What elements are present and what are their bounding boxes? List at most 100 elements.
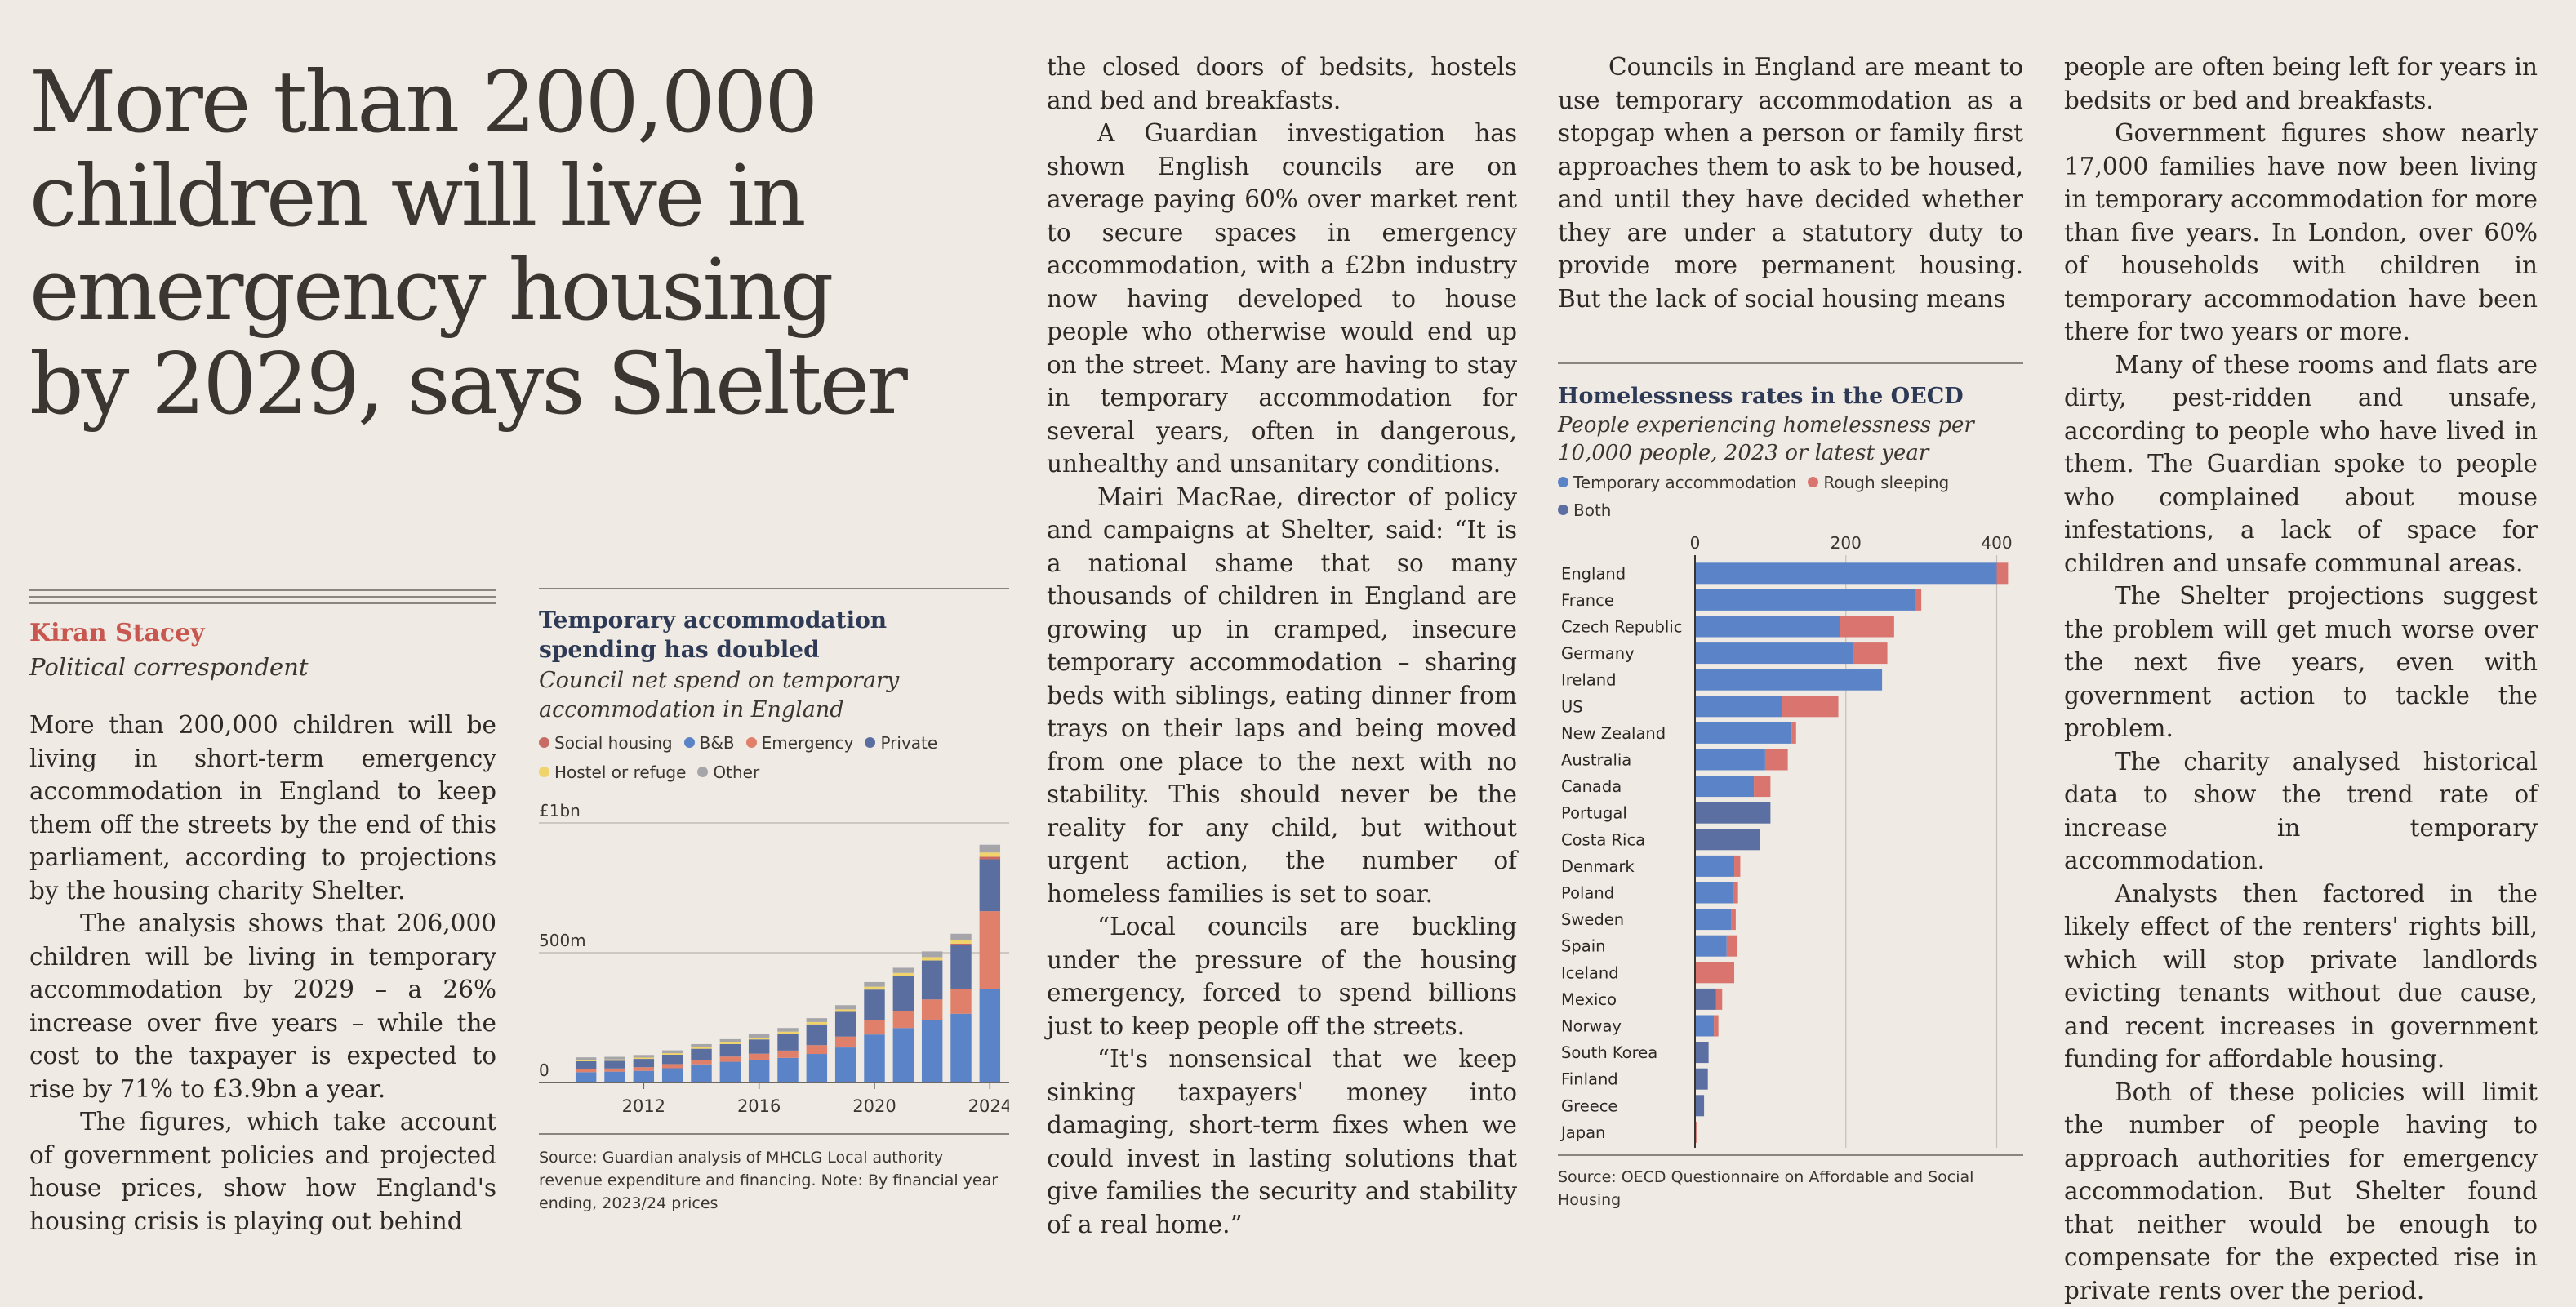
chart-subtitle: People experiencing homelessness per 10,… [1558,411,2023,467]
bar-segment [1695,802,1770,824]
chart-rule [539,1133,1009,1135]
bar-segment [864,1034,884,1082]
category-label: Greece [1561,1096,1617,1115]
bar-segment [576,1069,596,1072]
chart-rule [1558,1154,2023,1156]
legend-item: Emergency [746,733,854,753]
category-label: Germany [1561,644,1635,663]
bar-segment [604,1060,625,1069]
bar-segment [777,1032,798,1034]
legend-swatch [697,767,708,777]
bar-segment [1695,1016,1714,1037]
bar-segment [950,989,971,1014]
headline-line: children will live in [29,149,993,243]
chart-rule [539,588,1009,589]
bar-segment [1997,562,2009,584]
article-column-1: More than 200,000 children will be livin… [29,709,496,1238]
bar-segment [691,1065,711,1082]
bar-segment [691,1047,711,1049]
category-label: Finland [1561,1070,1618,1089]
legend-label: Social housing [554,733,673,753]
x-tick-label: 400 [1981,533,2012,553]
byline-rule [29,602,496,604]
bar-segment [604,1060,625,1061]
bar-segment [1727,936,1737,957]
bar-segment [980,852,1000,856]
bar-segment [1695,589,1915,611]
bar-segment [835,1012,856,1037]
bar-segment [950,1014,971,1082]
category-label: Canada [1561,777,1622,796]
chart-source: Source: OECD Questionnaire on Affordable… [1558,1166,2023,1211]
bar-segment [950,934,971,940]
bar-segment [662,1055,683,1064]
bar-segment [777,1051,798,1058]
bar-segment [749,1054,769,1060]
bar-segment [950,944,971,945]
chart-subtitle: Council net spend on temporary accommoda… [539,666,1009,725]
bar-segment [1695,962,1734,983]
legend-label: Other [713,762,759,782]
oecd-chart: Homelessness rates in the OECD People ex… [1558,362,2023,1244]
spending-chart: Temporary accommodation spending has dou… [539,588,1009,1257]
category-label: Japan [1559,1123,1605,1142]
bar-segment [576,1060,596,1061]
bar-segment [835,1009,856,1011]
bar-segment [864,1020,884,1034]
category-label: Mexico [1561,990,1617,1009]
bar-segment [720,1044,741,1056]
paragraph: The analysis shows that 206,000 children… [29,907,496,1105]
bar-segment [807,1025,827,1045]
bar-segment [807,1022,827,1025]
bar-segment [1695,1042,1709,1063]
legend-label: Temporary accommodation [1573,473,1796,492]
bar-segment [749,1038,769,1039]
bar-segment [893,967,914,972]
bar-segment [807,1054,827,1082]
bar-segment [1695,989,1716,1010]
paragraph: the closed doors of bedsits, hostels and… [1047,51,1517,117]
x-tick-label: 200 [1831,533,1862,553]
bar-segment [922,999,942,1020]
category-label: England [1561,564,1626,583]
article-column-2: the closed doors of bedsits, hostels and… [1047,51,1517,1241]
bar-segment [1695,669,1882,691]
category-label: France [1561,591,1614,610]
bar-segment [634,1055,654,1057]
chart-source: Source: Guardian analysis of MHCLG Local… [539,1146,1009,1215]
bar-segment [1695,1095,1704,1116]
category-label: Costa Rica [1561,830,1645,849]
bar-segment [634,1059,654,1067]
bar-segment [576,1061,596,1069]
bar-segment [1695,696,1782,717]
bar-segment [604,1072,625,1082]
bar-segment [777,1028,798,1031]
category-label: Norway [1561,1017,1622,1036]
byline-rule [29,596,496,598]
bar-segment [691,1049,711,1060]
bar-segment [1695,936,1727,957]
category-label: South Korea [1561,1043,1657,1062]
bar-segment [922,957,942,960]
paragraph: The figures, which take account of gover… [29,1105,496,1238]
legend-label: Hostel or refuge [554,762,686,782]
bar-segment [1716,989,1722,1010]
y-tick-label: 500m [539,931,586,950]
x-tick-label: 2020 [852,1096,896,1116]
headline-line: by 2029, says Shelter [29,337,993,431]
legend-swatch [1808,477,1818,487]
bar-segment [950,940,971,943]
legend-label: Both [1573,500,1611,520]
headline-line: emergency housing [29,243,993,337]
bar-segment [604,1069,625,1072]
bar-segment [576,1057,596,1060]
category-label: Australia [1561,751,1631,770]
bar-segment [1695,882,1733,904]
legend-swatch [539,767,549,777]
bar-segment [893,1028,914,1082]
bar-segment [1695,749,1765,771]
headline-line: More than 200,000 [29,56,993,149]
bar-segment [1754,776,1770,797]
legend-swatch [684,737,695,748]
